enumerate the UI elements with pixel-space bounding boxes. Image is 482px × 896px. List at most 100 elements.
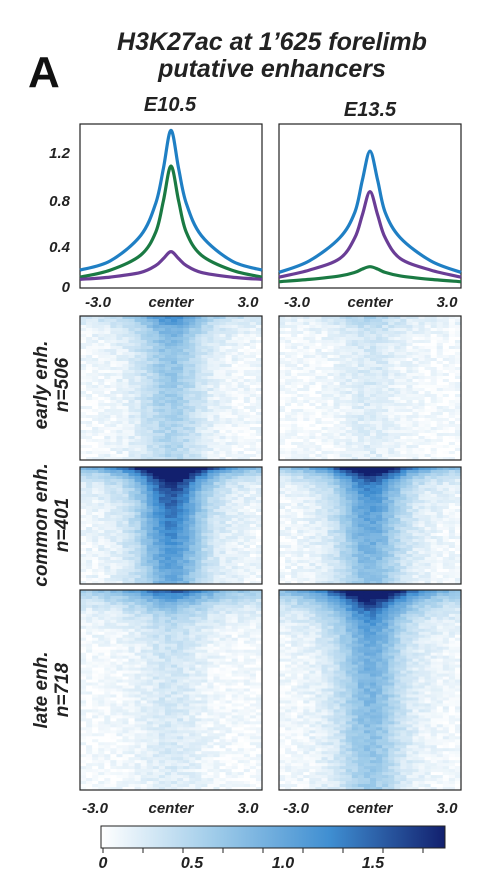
heatmap-cell [213,418,220,422]
heatmap-cell [388,476,395,480]
heatmap-cell [134,442,142,446]
heatmap-cell [406,316,413,320]
heatmap-cell [291,403,298,407]
heatmap-cell [315,488,322,492]
heatmap-cell [92,316,99,320]
heatmap-cell [442,394,450,398]
heatmap-cell [189,400,196,404]
heatmap-cell [363,430,371,434]
heatmap-cell [400,415,407,419]
heatmap-cell [201,367,208,371]
heatmap-cell [394,467,401,471]
heatmap-cell [213,578,220,582]
heatmap-cell [370,539,377,543]
heatmap-cell [110,497,117,501]
heatmap-cell [315,352,322,356]
heatmap-cell [171,361,178,365]
heatmap-cell [321,557,328,561]
heatmap-cell [152,536,160,540]
heatmap-cell [201,394,208,398]
heatmap-cell [140,509,148,513]
heatmap-cell [255,581,263,585]
heatmap-cell [183,391,190,395]
heatmap-cell [321,421,328,425]
heatmap-cell [80,539,87,543]
heatmap-cell [303,415,310,419]
heatmap-cell [442,421,450,425]
heatmap-cell [412,467,419,471]
heatmap-cell [339,331,347,335]
heatmap-cell [339,355,347,359]
heatmap-cell [291,476,298,480]
heatmap-cell [225,467,233,471]
heatmap-cell [291,361,298,365]
heatmap-cell [134,566,142,570]
heatmap-cell [225,373,233,377]
heatmap-cell [140,427,148,431]
heatmap-cell [430,476,438,480]
heatmap-cell [171,340,178,344]
heatmap-cell [158,551,166,555]
heatmap-cell [333,488,341,492]
heatmap-cell [297,548,304,552]
heatmap-cell [152,412,160,416]
heatmap-cell [424,442,432,446]
heatmap-cell [225,391,233,395]
heatmap-cell [345,518,353,522]
heatmap-cell [86,343,93,347]
heatmap-cell [86,433,93,437]
heatmap-cell [146,533,154,537]
heatmap-cell [291,421,298,425]
heatmap-cell [279,545,286,549]
heatmap-cell [231,563,239,567]
heatmap-cell [370,394,377,398]
heatmap-cell [201,358,208,362]
heatmap-cell [134,358,142,362]
heatmap-cell [116,394,123,398]
heatmap-cell [315,403,322,407]
heatmap-cell [134,361,142,365]
heatmap-cell [406,358,413,362]
heatmap-cell [189,503,196,507]
heatmap-cell [92,494,99,498]
heatmap-cell [345,382,353,386]
heatmap-cell [177,572,184,576]
heatmap-cell [333,482,341,486]
heatmap-cell [128,575,135,579]
heatmap-cell [231,539,239,543]
heatmap-cell [195,554,202,558]
heatmap-cell [98,424,105,428]
heatmap-cell [255,551,263,555]
heatmap-cell [321,542,328,546]
heatmap-cell [164,325,172,329]
heatmap-cell [436,409,444,413]
heatmap-cell [436,509,444,513]
heatmap-cell [249,572,257,576]
heatmap-cell [345,500,353,504]
heatmap-cell [86,370,93,374]
heatmap-cell [164,581,172,585]
heatmap-cell [110,578,117,582]
heatmap-cell [297,436,304,440]
heatmap-cell [140,406,148,410]
heatmap-cell [171,418,178,422]
heatmap-cell [140,319,148,323]
heatmap-cell [357,409,365,413]
heatmap-cell [195,430,202,434]
heatmap-cell [400,358,407,362]
heatmap-cell [327,430,334,434]
heatmap-cell [400,361,407,365]
heatmap-cell [104,445,111,449]
heatmap-cell [80,542,87,546]
heatmap-cell [164,554,172,558]
heatmap-cell [231,424,239,428]
heatmap-cell [442,367,450,371]
heatmap-cell [297,536,304,540]
heatmap-cell [255,482,263,486]
heatmap-cell [327,424,334,428]
heatmap-cell [400,316,407,320]
heatmap-cell [243,319,251,323]
heatmap-cell [363,521,371,525]
heatmap-cell [363,524,371,528]
heatmap-cell [177,391,184,395]
